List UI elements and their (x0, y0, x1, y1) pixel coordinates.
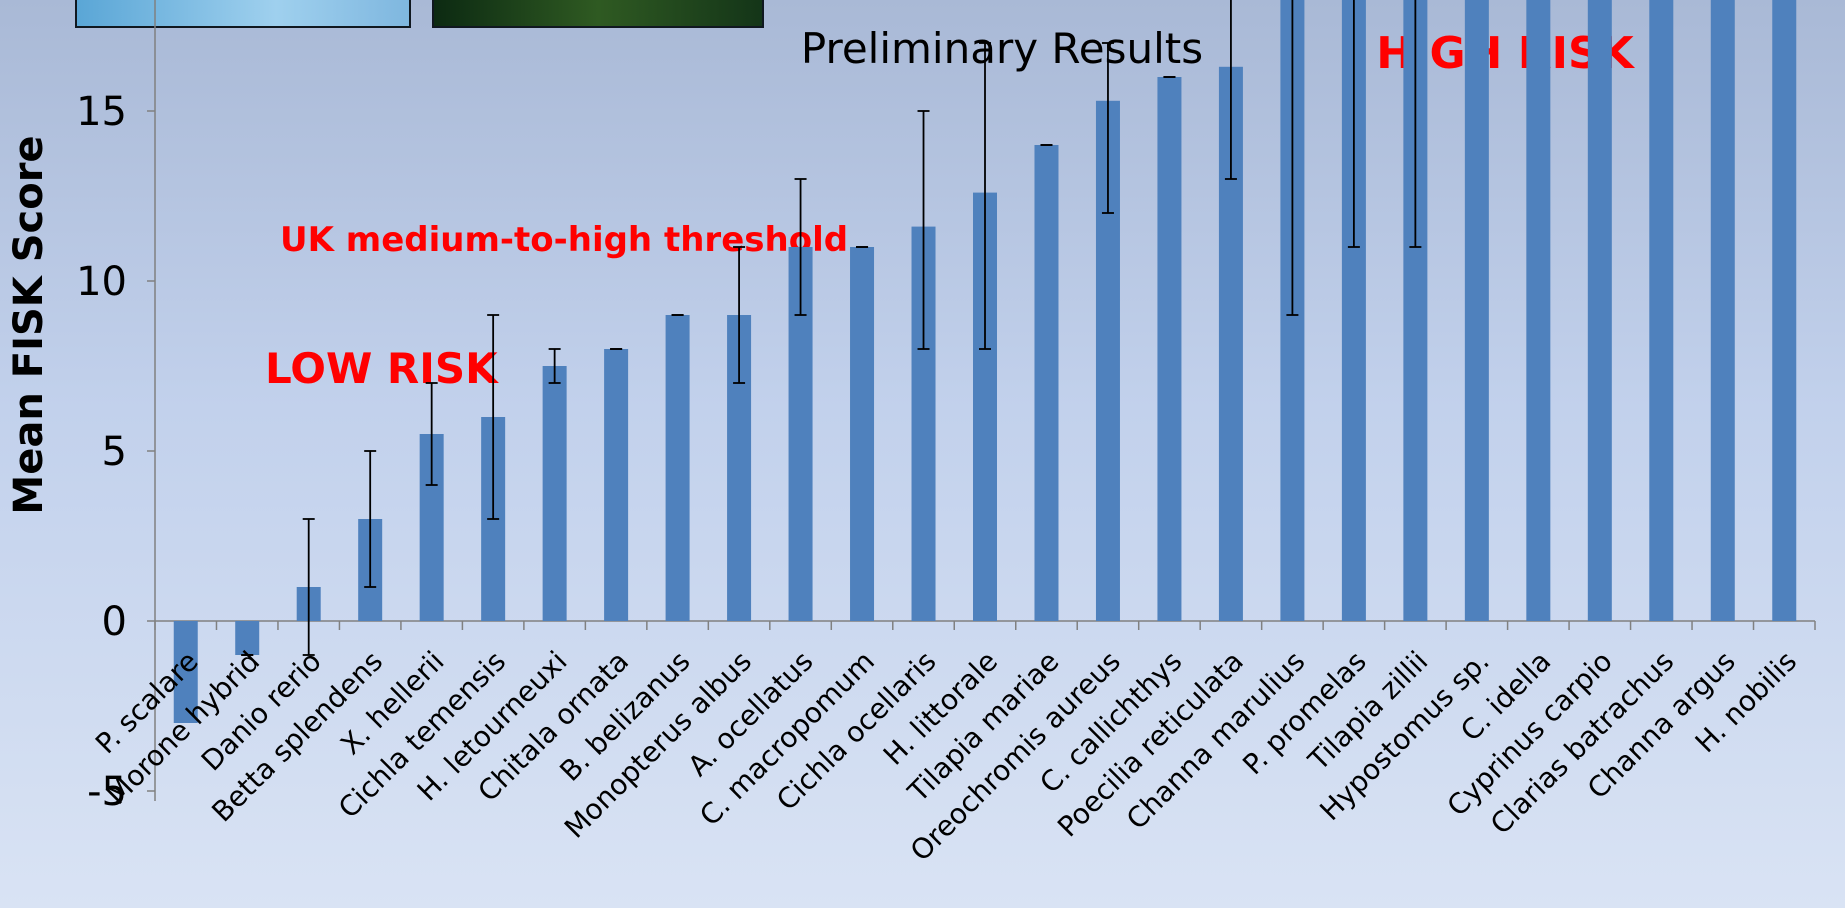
bar-1 (235, 621, 260, 655)
low-risk-annotation: LOW RISK (265, 344, 499, 393)
bar-11 (850, 247, 875, 621)
chart-title: Preliminary Results (801, 24, 1203, 73)
y-tick-label-1: 0 (102, 599, 127, 645)
y-axis-label: Mean FISK Score (6, 135, 52, 514)
bar-24 (1649, 0, 1674, 621)
bar-0 (173, 621, 198, 723)
bar-23 (1587, 0, 1612, 621)
bar-22 (1526, 0, 1551, 621)
bar-7 (604, 349, 629, 621)
bar-14 (1034, 145, 1059, 621)
bar-8 (665, 315, 690, 621)
y-tick-label-0: -5 (87, 769, 127, 815)
bar-16 (1157, 77, 1182, 621)
bar-25 (1710, 0, 1735, 621)
y-tick-label-4: 15 (76, 89, 127, 135)
bar-26 (1772, 0, 1797, 621)
bar-6 (542, 366, 567, 621)
fish-photo-left (75, 0, 411, 28)
y-tick-label-3: 10 (76, 259, 127, 305)
y-tick-label-2: 5 (102, 429, 127, 475)
threshold-label: UK medium-to-high threshold (280, 220, 848, 260)
bar-21 (1464, 0, 1489, 621)
fish-photo-right (432, 0, 764, 28)
